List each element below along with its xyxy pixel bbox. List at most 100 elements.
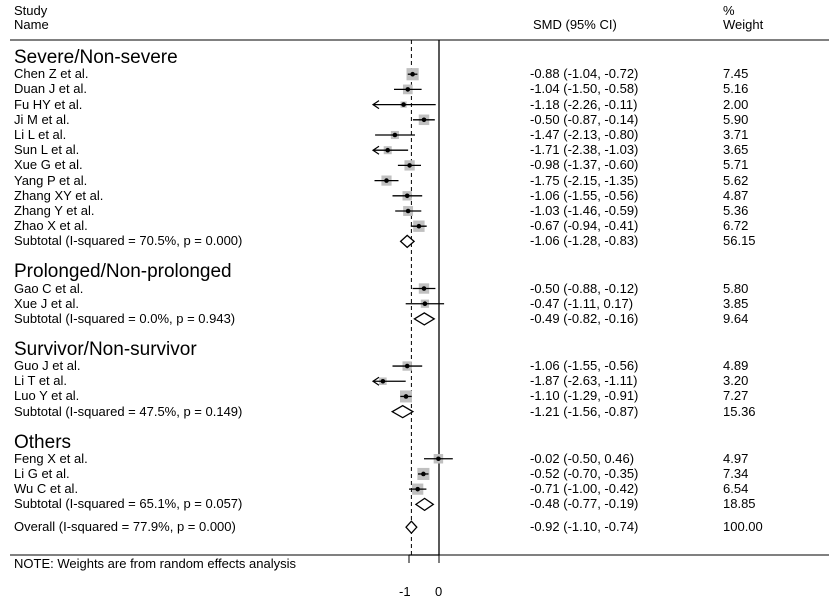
study-ci: -1.87 (-2.63, -1.11) <box>530 373 638 389</box>
study-weight: 3.20 <box>723 373 749 389</box>
study-ci: -0.50 (-0.87, -0.14) <box>530 111 639 127</box>
study-label: Li L et al. <box>14 127 67 142</box>
study-label: Zhang XY et al. <box>14 187 104 203</box>
point-estimate <box>404 363 410 369</box>
study-weight: 4.97 <box>723 450 749 466</box>
subtotal-diamond-weight: 9.64 <box>723 310 749 326</box>
header-study-line1: Study <box>14 3 48 18</box>
group-heading: Others <box>14 431 72 453</box>
study-ci: -0.52 (-0.70, -0.35) <box>530 465 639 481</box>
study-label: Xue G et al. <box>14 157 83 173</box>
study-ci: -0.71 (-1.00, -0.42) <box>530 481 639 497</box>
subtotal-diamond-ci: -0.48 (-0.77, -0.19) <box>530 496 639 512</box>
study-label: Zhang Y et al. <box>14 203 95 218</box>
x-axis-tick-label: -1 <box>399 584 411 599</box>
point-estimate <box>392 132 398 138</box>
study-ci: -0.67 (-0.94, -0.41) <box>530 218 639 234</box>
point-estimate <box>404 193 410 199</box>
study-weight: 6.72 <box>723 218 749 234</box>
point-estimate <box>421 286 427 291</box>
study-weight: 4.89 <box>723 358 749 374</box>
point-estimate <box>421 471 426 477</box>
study-ci: -1.04 (-1.50, -0.58) <box>530 81 639 97</box>
point-estimate <box>436 456 441 462</box>
study-weight: 7.45 <box>723 66 749 82</box>
point-estimate <box>410 71 415 77</box>
point-estimate <box>380 378 386 384</box>
study-weight: 5.90 <box>723 111 749 127</box>
study-ci: -1.03 (-1.46, -0.59) <box>530 203 639 218</box>
subtotal-diamond <box>390 404 415 419</box>
point-estimate <box>405 87 411 92</box>
subtotal-diamond-label: Subtotal (I-squared = 65.1%, p = 0.057) <box>14 496 243 512</box>
overall-diamond <box>405 520 418 535</box>
study-label: Yang P et al. <box>14 172 88 188</box>
study-ci: -0.88 (-1.04, -0.72) <box>530 66 639 82</box>
study-weight: 7.34 <box>723 465 749 481</box>
point-estimate <box>385 147 391 153</box>
subtotal-diamond-label: Subtotal (I-squared = 47.5%, p = 0.149) <box>14 403 243 419</box>
subtotal-diamond <box>399 234 416 249</box>
point-estimate <box>384 178 389 183</box>
x-axis-tick-label: 0 <box>435 584 443 599</box>
subtotal-diamond-weight: 15.36 <box>723 403 756 419</box>
footnote: NOTE: Weights are from random effects an… <box>14 556 297 571</box>
study-weight: 5.80 <box>723 280 749 296</box>
subtotal-diamond-ci: -0.49 (-0.82, -0.16) <box>530 310 639 326</box>
subtotal-diamond-weight: 56.15 <box>723 233 756 249</box>
point-estimate <box>403 394 409 399</box>
study-label: Luo Y et al. <box>14 388 80 404</box>
study-label: Li G et al. <box>14 465 70 481</box>
study-label: Zhao X et al. <box>14 218 88 234</box>
study-ci: -1.71 (-2.38, -1.03) <box>530 142 639 158</box>
truncation-arrow <box>371 100 380 110</box>
subtotal-diamond-ci: -1.06 (-1.28, -0.83) <box>530 233 639 249</box>
study-label: Duan J et al. <box>14 81 87 97</box>
subtotal-diamond-ci: -1.21 (-1.56, -0.87) <box>530 403 639 419</box>
study-label: Guo J et al. <box>14 358 81 374</box>
subtotal-diamond-label: Subtotal (I-squared = 0.0%, p = 0.943) <box>14 310 236 326</box>
study-label: Gao C et al. <box>14 280 84 296</box>
study-ci: -1.06 (-1.55, -0.56) <box>530 187 639 203</box>
point-estimate <box>407 163 412 168</box>
study-weight: 5.62 <box>723 172 749 188</box>
header-study-line2: Name <box>14 17 49 32</box>
group-heading: Prolonged/Non-prolonged <box>14 261 232 283</box>
study-label: Fu HY et al. <box>14 96 83 112</box>
study-label: Ji M et al. <box>14 111 70 127</box>
point-estimate <box>416 223 422 229</box>
subtotal-diamond <box>414 497 435 512</box>
study-ci: -1.06 (-1.55, -0.56) <box>530 358 639 374</box>
overall-diamond-weight: 100.00 <box>723 519 763 535</box>
study-weight: 5.16 <box>723 81 749 97</box>
study-label: Sun L et al. <box>14 142 80 158</box>
header-smd-label: SMD (95% CI) <box>533 17 617 32</box>
study-weight: 2.00 <box>723 96 749 112</box>
overall-diamond-ci: -0.92 (-1.10, -0.74) <box>530 519 639 535</box>
study-ci: -0.50 (-0.88, -0.12) <box>530 280 639 296</box>
study-ci: -1.75 (-2.15, -1.35) <box>530 172 639 188</box>
subtotal-diamond <box>413 312 436 326</box>
study-ci: -0.47 (-1.11, 0.17) <box>530 295 634 311</box>
subtotal-diamond-label: Subtotal (I-squared = 70.5%, p = 0.000) <box>14 233 243 249</box>
study-ci: -1.18 (-2.26, -0.11) <box>530 96 638 112</box>
study-label: Wu C et al. <box>14 481 79 497</box>
point-estimate <box>415 486 421 492</box>
group-heading: Survivor/Non-survivor <box>14 338 197 360</box>
study-label: Chen Z et al. <box>14 66 89 82</box>
truncation-arrow <box>371 145 380 155</box>
study-label: Xue J et al. <box>14 295 80 311</box>
subtotal-diamond-weight: 18.85 <box>723 496 756 512</box>
study-label: Feng X et al. <box>14 450 88 466</box>
study-ci: -1.10 (-1.29, -0.91) <box>530 388 639 404</box>
study-ci: -0.02 (-0.50, 0.46) <box>530 450 635 466</box>
truncation-arrow <box>371 376 380 386</box>
header-weight-line2: Weight <box>723 17 764 32</box>
study-weight: 3.65 <box>723 142 749 158</box>
header-weight-line1: % <box>723 3 735 18</box>
point-estimate <box>422 301 428 307</box>
study-weight: 3.71 <box>723 127 749 142</box>
study-weight: 7.27 <box>723 388 749 404</box>
study-weight: 4.87 <box>723 187 749 203</box>
